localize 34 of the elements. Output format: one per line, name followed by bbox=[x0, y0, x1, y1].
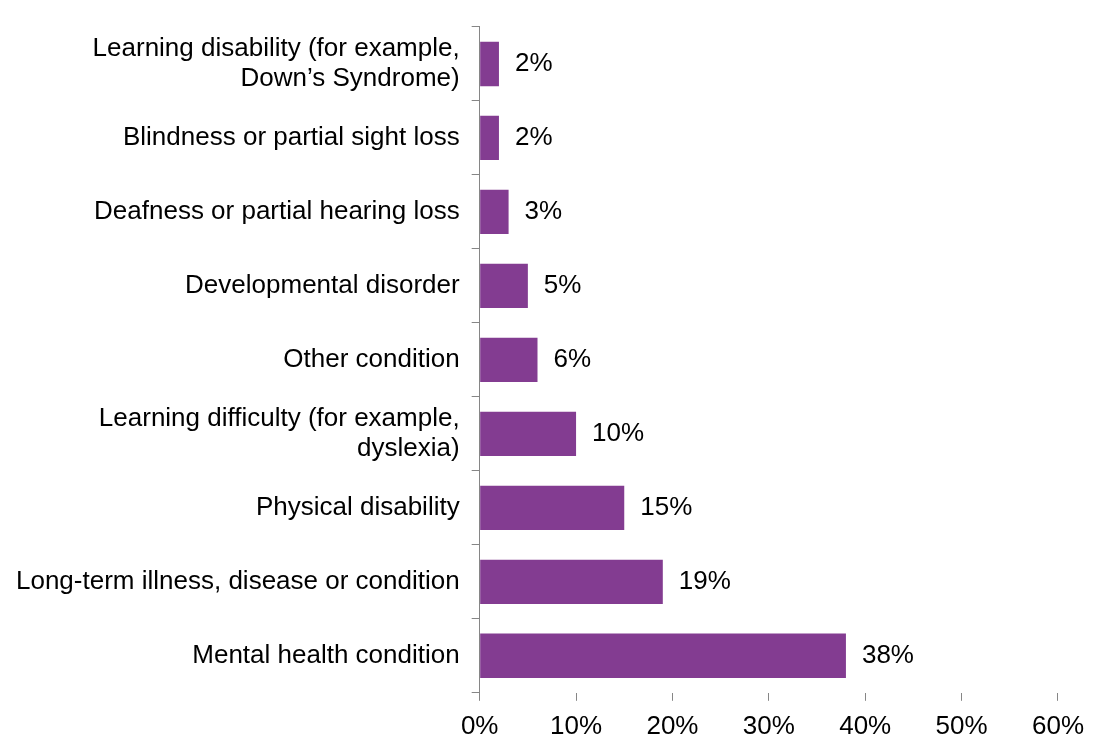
data-label: 19% bbox=[678, 565, 731, 595]
y-tick-label: Blindness or partial sight loss bbox=[122, 121, 460, 152]
bar bbox=[480, 41, 499, 87]
y-tick-label: Learning difficulty (for example, dyslexia) bbox=[98, 402, 460, 462]
bar bbox=[480, 337, 538, 383]
bar bbox=[480, 633, 846, 678]
x-tick-label: 0% bbox=[460, 709, 499, 740]
y-tick-label: Developmental disorder bbox=[185, 269, 461, 300]
x-tick-label: 40% bbox=[839, 709, 892, 740]
x-tick-label: 30% bbox=[742, 709, 795, 740]
data-label: 38% bbox=[861, 638, 914, 669]
y-tick-label: Deafness or partial hearing loss bbox=[94, 195, 460, 226]
x-tick-label: 10% bbox=[550, 709, 603, 740]
x-tick-label: 20% bbox=[646, 709, 699, 740]
data-label: 5% bbox=[543, 269, 582, 300]
data-label: 15% bbox=[640, 491, 693, 522]
bar bbox=[480, 189, 509, 235]
bar bbox=[480, 559, 663, 605]
y-tick-label: Other condition bbox=[283, 343, 460, 374]
data-label: 6% bbox=[553, 343, 592, 374]
x-tick-label: 60% bbox=[1031, 709, 1084, 740]
y-tick-label: Long-term illness, disease or condition bbox=[15, 565, 460, 595]
data-label: 10% bbox=[592, 417, 645, 448]
y-tick-label: Learning disability (for example, Down’s Syndrome) bbox=[92, 32, 460, 93]
y-tick-label: Physical disability bbox=[255, 491, 460, 522]
bar bbox=[480, 263, 528, 309]
data-label: 3% bbox=[524, 195, 563, 226]
data-label: 2% bbox=[514, 47, 553, 78]
y-tick-label: Mental health condition bbox=[192, 638, 460, 669]
bar bbox=[480, 485, 625, 531]
data-label: 2% bbox=[514, 121, 553, 152]
x-tick-label: 50% bbox=[935, 709, 988, 740]
bar bbox=[480, 115, 499, 161]
bar bbox=[480, 411, 577, 457]
